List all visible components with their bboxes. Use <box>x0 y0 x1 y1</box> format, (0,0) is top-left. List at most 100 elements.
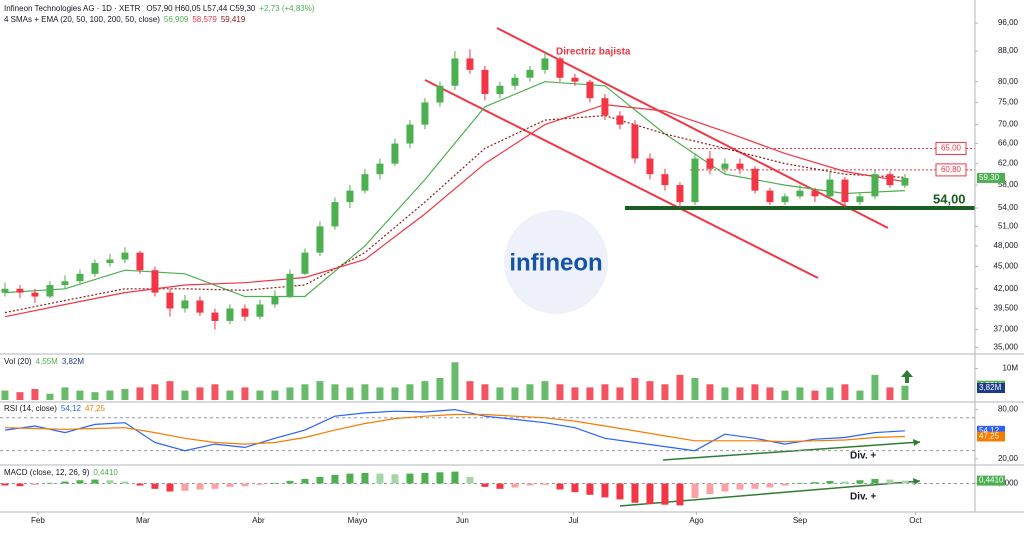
macd-bar <box>751 483 759 489</box>
price-badge <box>977 382 1005 393</box>
x-tick-label: Oct <box>909 516 922 525</box>
macd-bar <box>196 483 204 490</box>
candle-body <box>271 296 279 305</box>
volume-bar <box>301 384 309 400</box>
candle-body <box>826 179 834 197</box>
macd-bar <box>76 480 84 484</box>
volume-bar <box>841 384 849 400</box>
arrow-icon <box>901 370 913 383</box>
arrow-head <box>913 439 920 446</box>
macd-bar <box>136 483 144 486</box>
macd-bar <box>526 483 534 486</box>
indicator-legend: 4 SMAs + EMA (20, 50, 100, 200, 50, clos… <box>4 15 246 24</box>
candle-body <box>106 259 114 264</box>
y-tick-label: 51,00 <box>998 221 1019 230</box>
y-tick-label: 66,00 <box>998 139 1019 148</box>
volume-bar <box>721 387 729 400</box>
macd-bar <box>16 483 24 487</box>
header: Infineon Technologies AG · 1D · XETR O57,… <box>4 4 315 13</box>
macd-bar <box>541 483 549 485</box>
x-tick-label: Jul <box>568 516 578 525</box>
volume-bar <box>331 384 339 400</box>
candle-body <box>241 308 249 317</box>
trend-line <box>424 79 819 279</box>
x-tick-label: Jun <box>456 516 469 525</box>
y-tick-label: 70,00 <box>998 120 1019 129</box>
volume-bar <box>241 387 249 400</box>
candle-body <box>511 77 519 86</box>
candle-body <box>856 196 864 203</box>
legend-value: 3,82M <box>62 357 85 366</box>
volume-bar <box>616 387 624 400</box>
volume-bar <box>796 387 804 400</box>
title: Vol (20) <box>4 357 32 366</box>
y-tick-label: 10M <box>1002 364 1018 373</box>
macd-bar <box>871 478 879 484</box>
volume-bar <box>751 384 759 400</box>
macd-bar <box>901 480 909 484</box>
candle-body <box>181 300 189 309</box>
candle-body <box>76 273 84 282</box>
y-tick-label: 37,000 <box>994 325 1019 334</box>
macd-bar <box>451 471 459 484</box>
volume-bar <box>646 381 654 400</box>
volume-bar <box>46 393 54 400</box>
macd-bar <box>466 476 474 484</box>
macd-bar <box>811 482 819 484</box>
candle-body <box>151 270 159 293</box>
candle-body <box>721 163 729 169</box>
candle-body <box>571 77 579 82</box>
macd-bar <box>766 483 774 488</box>
y-tick-label: 58,00 <box>998 180 1019 189</box>
macd-bar <box>166 483 174 492</box>
x-tick-label: Feb <box>31 516 45 525</box>
y-tick-label: 62,00 <box>998 159 1019 168</box>
candle-body <box>586 81 594 99</box>
rsi-legend: RSI (14, close) 54,12 47,25 <box>4 404 106 413</box>
y-tick-label: 45,000 <box>994 262 1019 271</box>
volume-bar <box>346 387 354 400</box>
candle-body <box>61 281 69 285</box>
candle-body <box>481 69 489 94</box>
macd-bar <box>661 483 669 505</box>
y-tick-label: 96,00 <box>998 18 1019 27</box>
volume-bar <box>556 384 564 400</box>
volume-bar <box>166 381 174 400</box>
macd-bar <box>121 481 129 484</box>
volume-bar <box>496 387 504 400</box>
macd-bar <box>421 472 429 484</box>
candle-body <box>886 174 894 186</box>
candle-body <box>376 163 384 175</box>
macd-bar <box>106 480 114 484</box>
candle-body <box>601 98 609 116</box>
x-tick-label: Ago <box>689 516 704 525</box>
macd-bar <box>691 483 699 499</box>
volume-bar <box>256 390 264 400</box>
title: MACD (close, 12, 26, 9) <box>4 468 90 477</box>
candle-body <box>331 202 339 227</box>
volume-bar <box>376 387 384 400</box>
volume-bar <box>511 387 519 400</box>
annotation: Div. + <box>850 492 876 503</box>
volume-bar <box>316 381 324 400</box>
macd-bar <box>586 483 594 495</box>
macd-bar <box>331 474 339 484</box>
legend-value: 54,12 <box>61 404 82 413</box>
macd-bar <box>796 482 804 484</box>
y-tick-label: 35,000 <box>994 342 1019 351</box>
price-badge <box>977 172 1005 183</box>
macd-legend: MACD (close, 12, 26, 9) 0,4410 <box>4 468 118 477</box>
candle-body <box>766 190 774 203</box>
candle-body <box>751 168 759 191</box>
candle-body <box>901 177 909 186</box>
price-badge <box>977 431 1005 442</box>
candle-body <box>646 158 654 175</box>
volume-bar <box>661 384 669 400</box>
y-tick-label: 48,000 <box>994 241 1019 250</box>
macd-bar <box>841 481 849 484</box>
candle-body <box>316 226 324 253</box>
volume-bar <box>391 387 399 400</box>
macd-bar <box>301 478 309 484</box>
macd-bar <box>721 483 729 492</box>
